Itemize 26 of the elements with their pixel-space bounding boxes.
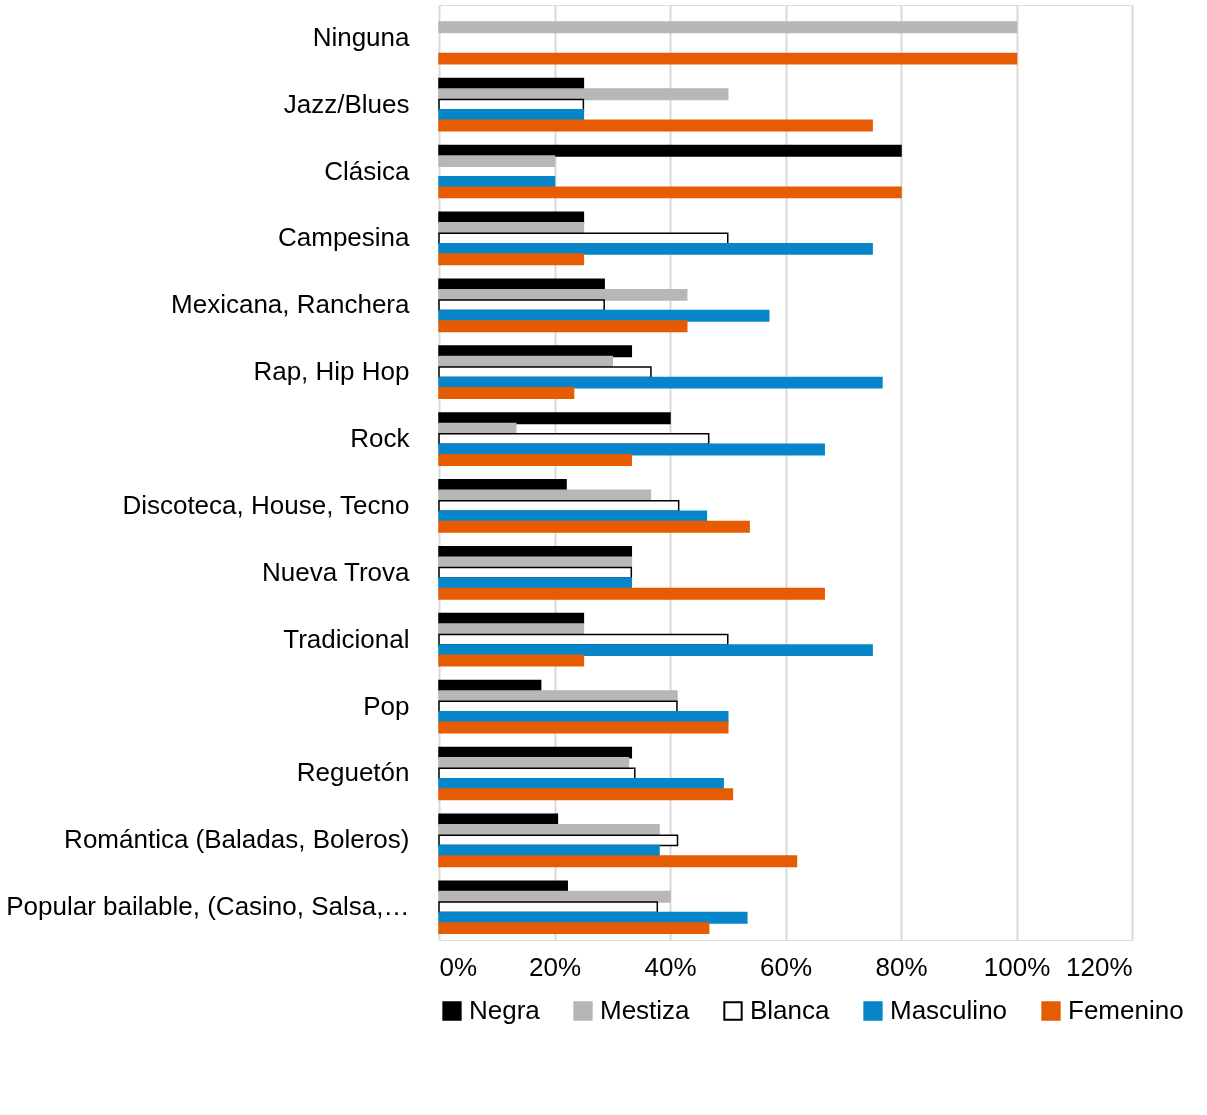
x-tick-label: 20% (528, 951, 582, 982)
y-tick-label: Discoteca, House, Tecno (122, 489, 410, 520)
y-tick-label: Tradicional (283, 623, 410, 654)
x-tick-label: 60% (759, 951, 813, 982)
y-tick-label: Rock (350, 423, 411, 454)
x-tick-label: 80% (875, 951, 928, 982)
legend-label: Blanca (750, 995, 831, 1025)
x-tick-label: 40% (644, 951, 697, 982)
y-tick-label: Rap, Hip Hop (253, 356, 410, 387)
x-tick-label: 120% (1066, 951, 1133, 982)
y-tick-label: Popular bailable, (Casino, Salsa,… (6, 891, 410, 922)
y-tick-label: Pop (363, 690, 410, 721)
legend-label: Masculino (890, 995, 1008, 1025)
y-tick-label: Reguetón (296, 757, 410, 788)
legend-label: Mestiza (600, 995, 691, 1025)
y-tick-label: Romántica (Baladas, Boleros) (64, 824, 410, 855)
y-tick-label: Clásica (324, 155, 411, 186)
x-tick-label: 0% (439, 951, 478, 982)
legend-label: Femenino (1068, 995, 1184, 1025)
y-tick-label: Ninguna (312, 21, 411, 52)
y-tick-label: Nueva Trova (262, 556, 411, 587)
y-tick-label: Jazz/Blues (283, 88, 410, 119)
x-tick-label: 100% (983, 951, 1051, 982)
y-tick-label: Mexicana, Ranchera (171, 289, 411, 320)
legend-label: Negra (469, 995, 541, 1025)
y-tick-label: Campesina (277, 222, 411, 253)
